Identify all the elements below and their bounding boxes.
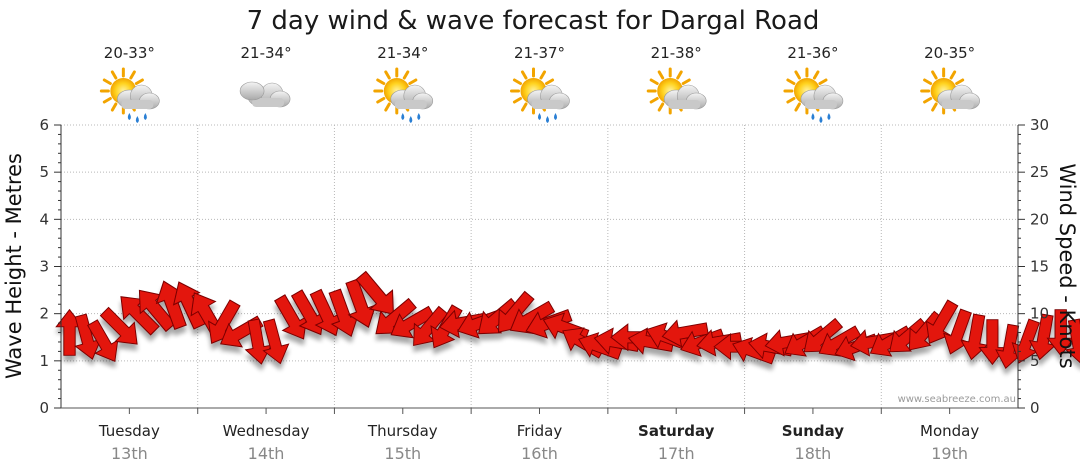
wind-arrow: [355, 270, 394, 315]
day-name-label: Sunday: [782, 422, 845, 440]
wind-arrow: [273, 294, 308, 340]
wind-arrow: [1064, 318, 1080, 365]
day-temp-label: 20-33°: [104, 44, 155, 62]
wind-arrow: [120, 296, 160, 336]
sun-cloud-rain-icon: [99, 67, 160, 123]
day-date-label: 13th: [111, 444, 148, 463]
wind-arrows: [55, 270, 1080, 369]
wind-arrow: [74, 313, 102, 360]
day-temp-label: 21-38°: [651, 44, 702, 62]
day-date-label: 17th: [658, 444, 695, 463]
wind-arrow: [87, 319, 119, 362]
wind-arrow: [1028, 313, 1057, 361]
wind-arrow: [262, 318, 290, 365]
day-name-label: Saturday: [638, 422, 715, 440]
right-tick-label: 15: [1030, 258, 1049, 276]
left-tick-label: 5: [39, 163, 49, 181]
right-tick-label: 0: [1030, 399, 1040, 417]
day-date-label: 16th: [521, 444, 558, 463]
left-tick-label: 4: [39, 210, 49, 228]
wind-arrow: [869, 325, 913, 357]
wind-arrow: [849, 329, 897, 357]
wind-arrow: [925, 299, 959, 344]
sun-cloud-icon: [646, 67, 707, 115]
cloud-icon: [239, 81, 291, 108]
chart-title: 7 day wind & wave forecast for Dargal Ro…: [247, 6, 820, 36]
sun-cloud-rain-icon: [783, 67, 844, 123]
left-tick-label: 6: [39, 116, 49, 134]
wind-arrow: [290, 289, 325, 336]
day-date-label: 19th: [931, 444, 968, 463]
sun-cloud-rain-icon: [510, 67, 570, 123]
left-tick-label: 1: [39, 352, 49, 370]
grid: [61, 124, 1018, 409]
right-tick-label: 5: [1030, 352, 1040, 370]
watermark: www.seabreeze.com.au: [898, 394, 1016, 405]
day-name-label: Tuesday: [98, 422, 160, 440]
left-tick-label: 0: [39, 399, 49, 417]
day-name-label: Thursday: [367, 422, 438, 440]
sun-cloud-icon: [920, 67, 980, 115]
sun-cloud-rain-icon: [373, 67, 434, 123]
wind-arrow: [345, 278, 377, 328]
day-name-label: Monday: [920, 422, 979, 440]
wind-arrow: [99, 306, 138, 345]
axes: 0 1 2 3 4 5 6 0 5 10 15 20 25 30 Tuesday 13th Wednesday 1…: [39, 116, 1049, 463]
day-temp-label: 20-35°: [924, 44, 975, 62]
day-name-label: Wednesday: [223, 422, 310, 440]
weather-row: 20-33° 21-34° 21-34° 21-37° 21-38° 21-36° 20-3…: [99, 44, 980, 123]
right-tick-label: 30: [1030, 116, 1049, 134]
wind-arrow: [390, 305, 436, 339]
wind-arrow: [784, 325, 828, 357]
day-date-label: 18th: [795, 444, 832, 463]
day-name-label: Friday: [517, 422, 563, 440]
wind-arrow: [764, 329, 811, 357]
wind-arrow: [661, 319, 709, 348]
wind-arrow: [1011, 318, 1040, 364]
left-axis-title: Wave Height - Metres: [2, 153, 26, 379]
wind-arrow: [244, 318, 273, 365]
right-tick-label: 10: [1030, 305, 1049, 323]
day-date-label: 15th: [384, 444, 421, 463]
day-temp-label: 21-36°: [787, 44, 838, 62]
wind-arrow: [908, 310, 944, 351]
day-temp-label: 21-34°: [241, 44, 292, 62]
right-tick-label: 20: [1030, 210, 1049, 228]
right-tick-label: 25: [1030, 163, 1049, 181]
wind-arrow: [995, 323, 1023, 369]
wind-arrow: [1046, 309, 1075, 357]
left-tick-label: 3: [39, 258, 49, 276]
right-axis-title: Wind Speed - Knots: [1055, 163, 1079, 368]
day-temp-label: 21-34°: [377, 44, 428, 62]
wind-arrow: [889, 317, 929, 353]
day-temp-label: 21-37°: [514, 44, 565, 62]
day-date-label: 14th: [248, 444, 285, 463]
left-tick-label: 2: [39, 305, 49, 323]
